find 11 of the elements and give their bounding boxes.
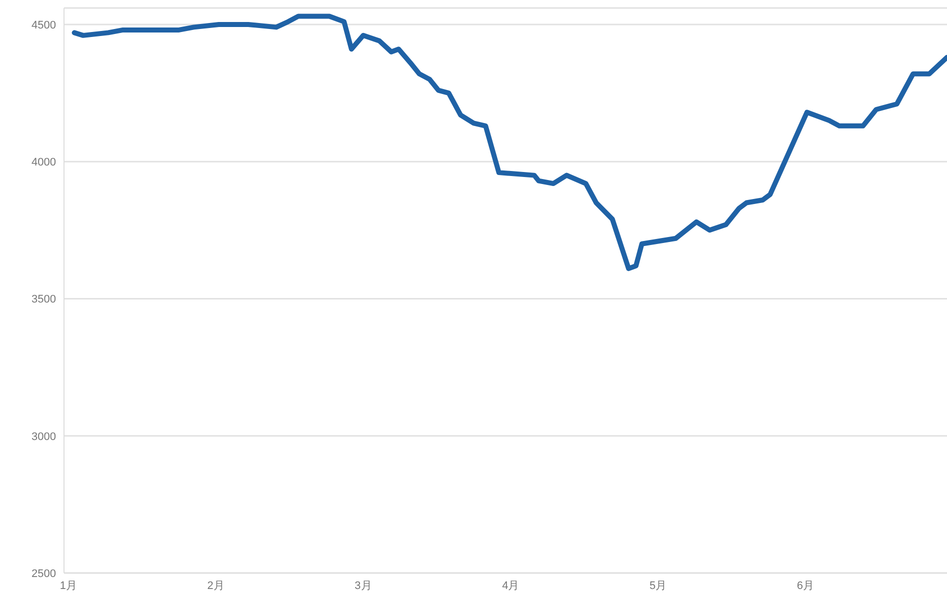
x-tick-label: 2月 — [207, 580, 224, 592]
y-tick-label: 4000 — [32, 156, 56, 168]
y-tick-label: 3000 — [32, 430, 56, 443]
y-tick-label: 3500 — [32, 294, 56, 306]
x-tick-label: 4月 — [502, 580, 520, 592]
y-tick-label: 4500 — [32, 19, 56, 32]
y-tick-label: 2500 — [32, 568, 56, 580]
x-tick-label: 5月 — [650, 580, 667, 592]
x-tick-label: 3月 — [354, 580, 372, 592]
x-tick-label: 6月 — [796, 580, 814, 592]
x-tick-label: 1月 — [60, 580, 77, 592]
